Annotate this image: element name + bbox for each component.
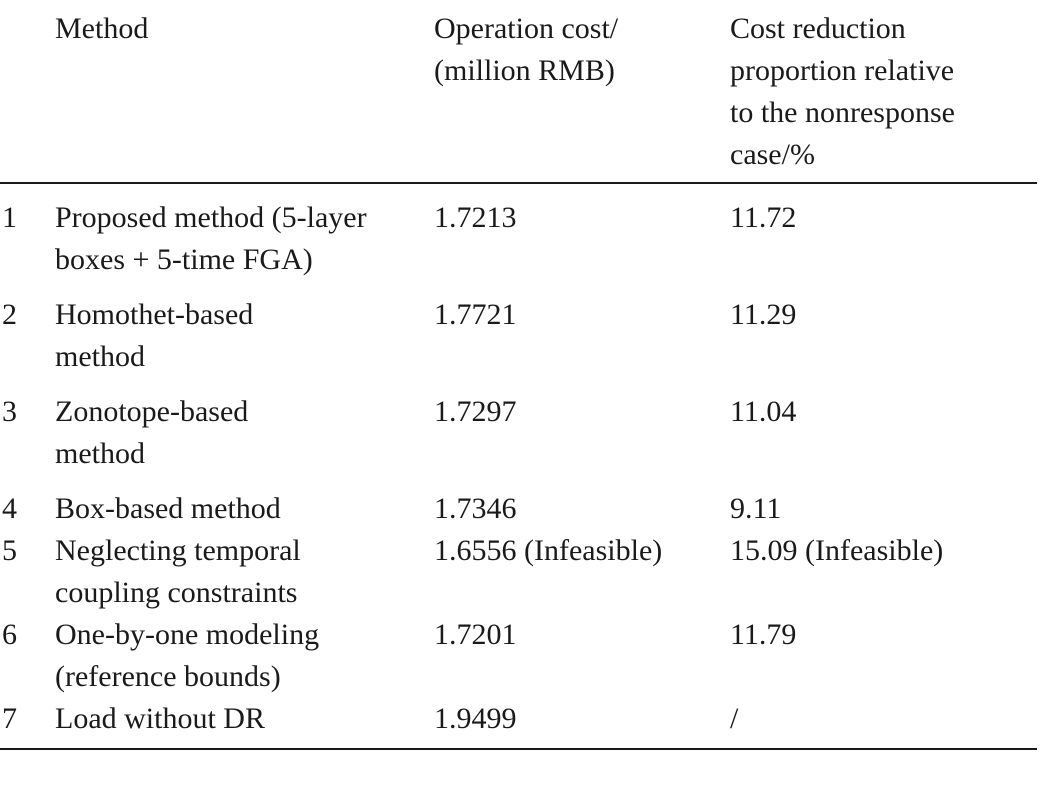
row-method: Zonotope-based method [55,378,434,475]
row-cost: 1.6556 (Infeasible) [434,534,663,567]
row-number: 5 [2,534,17,567]
row-method: One-by-one modeling (reference bounds) [55,614,434,698]
header-reduction-text: Cost reduction proportion relative to th… [730,12,955,171]
row-method: Box-based method [55,492,281,525]
row-cost: 1.7721 [434,298,517,331]
table-row: 5 Neglecting temporal coupling constrain… [0,530,1037,614]
header-cost-text: Operation cost/ (million RMB) [434,12,619,87]
row-cost: 1.9499 [434,702,517,735]
row-cost: 1.7297 [434,395,517,428]
row-method-text: Zonotope-based method [55,395,249,470]
row-method: Homothet-based method [55,281,434,378]
table-row: 4 Box-based method 1.7346 9.11 [0,475,1037,530]
row-method: Neglecting temporal coupling constraints [55,530,434,614]
header-row: Method Operation cost/ (million RMB) Cos… [0,0,1037,183]
row-cost: 1.7213 [434,201,517,234]
table-row: 2 Homothet-based method 1.7721 11.29 [0,281,1037,378]
row-number: 7 [2,702,17,735]
row-method: Proposed method (5-layer boxes + 5-time … [55,183,434,281]
row-number: 4 [2,492,17,525]
row-cost: 1.7201 [434,618,517,651]
row-method-text: Proposed method (5-layer boxes + 5-time … [55,201,367,276]
header-no [0,0,55,183]
table-row: 1 Proposed method (5-layer boxes + 5-tim… [0,183,1037,281]
header-cost: Operation cost/ (million RMB) [434,0,730,183]
row-reduction: 11.79 [730,618,797,651]
table-bottom-rule [0,748,1037,750]
row-number: 2 [2,298,17,331]
row-cost: 1.7346 [434,492,517,525]
table-body: 1 Proposed method (5-layer boxes + 5-tim… [0,183,1037,746]
row-method-text: One-by-one modeling (reference bounds) [55,618,320,693]
row-reduction: / [730,702,739,735]
row-number: 6 [2,618,17,651]
table-header: Method Operation cost/ (million RMB) Cos… [0,0,1037,183]
row-number: 1 [2,201,17,234]
row-number: 3 [2,395,17,428]
row-reduction: 11.29 [730,298,797,331]
header-reduction: Cost reduction proportion relative to th… [730,0,1037,183]
row-reduction: 11.72 [730,201,797,234]
table-row: 3 Zonotope-based method 1.7297 11.04 [0,378,1037,475]
table-row: 6 One-by-one modeling (reference bounds)… [0,614,1037,698]
comparison-table: Method Operation cost/ (million RMB) Cos… [0,0,1037,746]
header-method: Method [55,12,149,45]
table-row: 7 Load without DR 1.9499 / [0,698,1037,746]
row-reduction: 9.11 [730,492,782,525]
row-method: Load without DR [55,702,265,735]
row-method-text: Neglecting temporal coupling constraints [55,534,301,609]
row-reduction: 15.09 (Infeasible) [730,534,944,567]
row-reduction: 11.04 [730,395,797,428]
row-method-text: Homothet-based method [55,298,254,373]
